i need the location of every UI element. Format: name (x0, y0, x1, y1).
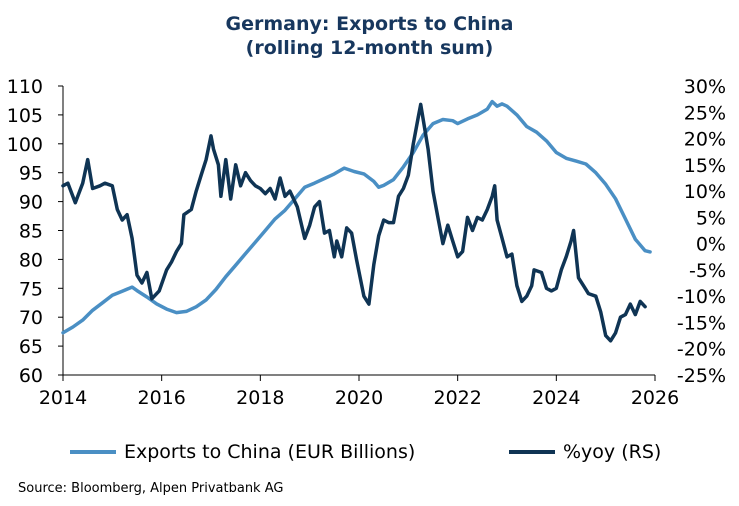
y-right-tick-label: -15% (677, 312, 726, 334)
source-note: Source: Bloomberg, Alpen Privatbank AG (18, 481, 284, 496)
y-left-tick-label: 75 (19, 278, 43, 300)
y-right-tick-label: 0% (696, 234, 726, 256)
y-right-tick-label: -25% (677, 365, 726, 387)
x-tick-label: 2022 (433, 387, 481, 409)
x-tick-label: 2026 (631, 387, 679, 409)
y-right-tick-label: 30% (684, 76, 726, 98)
y-left-tick-label: 65 (19, 336, 43, 358)
y-right-tick-label: -5% (689, 260, 726, 282)
exports-line (61, 99, 652, 335)
y-right-tick-label: 5% (696, 207, 726, 229)
y-right-tick-label: -20% (677, 339, 726, 361)
y-left-tick-label: 110 (7, 76, 43, 98)
x-tick-label: 2020 (335, 387, 383, 409)
y-left-tick-label: 90 (19, 192, 43, 214)
y-right-tick-label: -10% (677, 286, 726, 308)
y-right-tick-label: 15% (684, 155, 726, 177)
y-left-tick-label: 95 (19, 163, 43, 185)
x-axis-ticks: 2014 2016 2018 2020 2022 2024 2026 (39, 375, 679, 409)
legend-label-exports: Exports to China (EUR Billions) (124, 441, 416, 463)
y-left-tick-label: 60 (19, 365, 43, 387)
y-right-tick-label: 25% (684, 102, 726, 124)
x-tick-label: 2024 (532, 387, 580, 409)
left-axis-ticks: 60 65 70 75 80 85 90 95 100 105 110 (7, 76, 63, 387)
yoy-line (61, 102, 647, 343)
y-right-tick-label: 10% (684, 181, 726, 203)
y-left-tick-label: 80 (19, 249, 43, 271)
chart-subtitle: (rolling 12-month sum) (245, 37, 494, 59)
x-tick-label: 2018 (236, 387, 284, 409)
y-left-tick-label: 70 (19, 307, 43, 329)
x-tick-label: 2016 (137, 387, 185, 409)
y-left-tick-label: 105 (7, 105, 43, 127)
y-right-tick-label: 20% (684, 129, 726, 151)
axes (62, 86, 655, 376)
x-tick-label: 2014 (39, 387, 87, 409)
legend-label-yoy: %yoy (RS) (563, 441, 662, 463)
series-lines (61, 99, 652, 343)
y-left-tick-label: 85 (19, 221, 43, 243)
chart-title: Germany: Exports to China (225, 13, 514, 35)
y-left-tick-label: 100 (7, 134, 43, 156)
right-axis-ticks: -25% -20% -15% -10% -5% 0% 5% 10% 15% 20% 25% 30% (677, 76, 726, 387)
